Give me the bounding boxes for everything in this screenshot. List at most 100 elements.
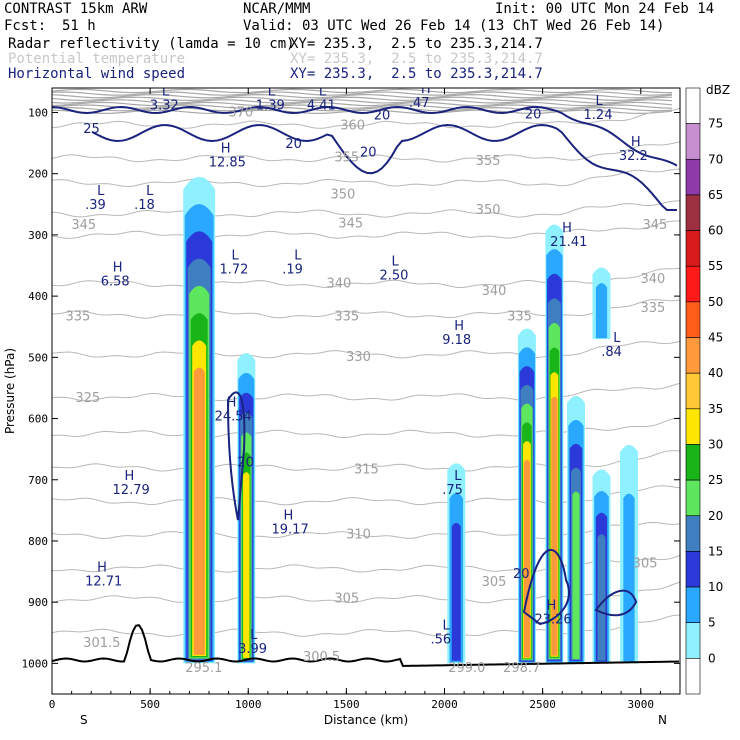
theta-isentrope — [52, 554, 680, 573]
extremum-value: .75 — [442, 483, 463, 498]
wind-contour-25 — [52, 106, 678, 167]
wind-contour-20 — [91, 123, 677, 211]
colorbar-level-label: 10 — [708, 580, 723, 594]
colorbar-level-label: 40 — [708, 366, 723, 380]
theta-contour-label: 305 — [334, 591, 359, 606]
extremum-value: 3.99 — [238, 642, 267, 657]
reflectivity-band — [523, 459, 531, 658]
x-tick-label: 1000 — [235, 698, 262, 711]
valid-time: Valid: 03 UTC Wed 26 Feb 14 (13 ChT Wed … — [243, 18, 665, 34]
x-tick-label: 0 — [49, 698, 56, 711]
colorbar-level-label: 70 — [708, 152, 723, 166]
wind-contour-label: 20 — [360, 146, 377, 161]
extremum-marker: L — [146, 184, 154, 199]
colorbar-level-label: 35 — [708, 402, 723, 416]
extremum-value: 9.18 — [442, 333, 471, 348]
x-tick-label: 2000 — [431, 698, 458, 711]
theta-contour-label: 295.1 — [185, 661, 222, 676]
theta-contour-label: 370 — [228, 105, 253, 120]
colorbar-level-label: 45 — [708, 331, 723, 345]
extremum-value: .18 — [134, 198, 155, 213]
theta-contour-label: 355 — [476, 154, 501, 169]
colorbar-level-label: 15 — [708, 544, 723, 558]
reflectivity-band — [597, 534, 606, 661]
field-xy-theta: XY= 235.3, 2.5 to 235.3,214.7 — [290, 51, 543, 67]
north-label: N — [658, 713, 667, 727]
colorbar-swatch — [685, 372, 701, 410]
theta-contour-label: 345 — [71, 218, 96, 233]
extremum-marker: L — [268, 84, 276, 99]
extremum-value: 1.72 — [219, 262, 248, 277]
extremum-marker: H — [562, 221, 572, 236]
extremum-value: 21.41 — [550, 235, 587, 250]
extremum-value: 4.41 — [307, 98, 336, 113]
extremum-value: 12.79 — [113, 483, 150, 498]
wind-contour-label: 20 — [374, 108, 391, 123]
extremum-marker: H — [125, 469, 135, 484]
extremum-marker: H — [221, 141, 231, 156]
field-label-wind: Horizontal wind speed — [8, 66, 186, 82]
theta-contour-label: 299.0 — [448, 661, 485, 676]
theta-band-line — [52, 99, 673, 104]
colorbar-level-label: 0 — [708, 651, 716, 665]
theta-isentrope — [52, 220, 680, 240]
theta-contour-label: 360 — [340, 119, 365, 134]
field-xy-wind: XY= 235.3, 2.5 to 235.3,214.7 — [290, 66, 543, 82]
y-axis-title: Pressure (hPa) — [3, 348, 17, 434]
extremum-marker: L — [250, 628, 258, 643]
theta-band-line — [52, 106, 673, 112]
model-name: CONTRAST 15km ARW — [4, 1, 148, 17]
extremum-marker: H — [284, 509, 294, 524]
y-tick-label: 700 — [28, 474, 48, 487]
theta-contour-label: 350 — [476, 203, 501, 218]
wind-contour-closed — [594, 589, 638, 617]
theta-contour-label: 340 — [482, 284, 507, 299]
theta-contour-label: 305 — [633, 556, 658, 571]
colorbar-level-label: 65 — [708, 188, 723, 202]
theta-contour-label: 345 — [642, 218, 667, 233]
extremum-marker: H — [546, 599, 556, 614]
colorbar-swatch — [685, 194, 701, 231]
y-tick-label: 100 — [28, 106, 48, 119]
extremum-marker: L — [231, 248, 239, 263]
extremum-value: 12.85 — [209, 155, 246, 170]
colorbar-level-label: 50 — [708, 295, 723, 309]
theta-band-line — [52, 88, 673, 94]
theta-contour-label: 298.7 — [503, 661, 540, 676]
axes: 0 500 1000 1500 2000 2500 3000 100 200 300 400 500 6… — [3, 87, 681, 727]
extremum-marker: H — [97, 561, 107, 576]
theta-contour-label: 335 — [641, 301, 666, 316]
reflectivity-band — [193, 367, 205, 655]
extremum-marker: L — [294, 248, 302, 263]
x-tick-label: 1500 — [333, 698, 360, 711]
theta-band-line — [52, 94, 673, 99]
theta-contour-label: 335 — [334, 310, 359, 325]
colorbar-level-label: 75 — [708, 117, 723, 131]
y-tick-label: 1000 — [22, 657, 49, 670]
wind-contour-label: 20 — [525, 108, 542, 123]
extremum-value: 3.32 — [150, 98, 179, 113]
extremum-value: 19.17 — [272, 523, 309, 538]
theta-contour-label: 330 — [346, 350, 371, 365]
extremum-value: 12.71 — [85, 575, 122, 590]
theta-isentrope — [52, 581, 680, 604]
colorbar-level-label: 20 — [708, 509, 723, 523]
extremum-value: 1.39 — [256, 98, 285, 113]
y-tick-label: 600 — [28, 413, 48, 426]
theta-band-line — [52, 109, 673, 115]
x-axis-title: Distance (km) — [324, 713, 408, 727]
reflectivity-band — [551, 396, 558, 656]
extremum-value: .39 — [85, 198, 106, 213]
theta-band-line — [52, 101, 673, 107]
theta-contour-label: 325 — [75, 391, 100, 406]
theta-contour-label: 355 — [334, 151, 359, 166]
extremum-marker: L — [162, 84, 170, 99]
colorbar-level-label: 30 — [708, 437, 723, 451]
colorbar-level-label: 60 — [708, 224, 723, 238]
wind-contour-label: 20 — [285, 137, 302, 152]
colorbar-level-label: 5 — [708, 616, 716, 630]
extremum-value: .56 — [430, 633, 451, 648]
